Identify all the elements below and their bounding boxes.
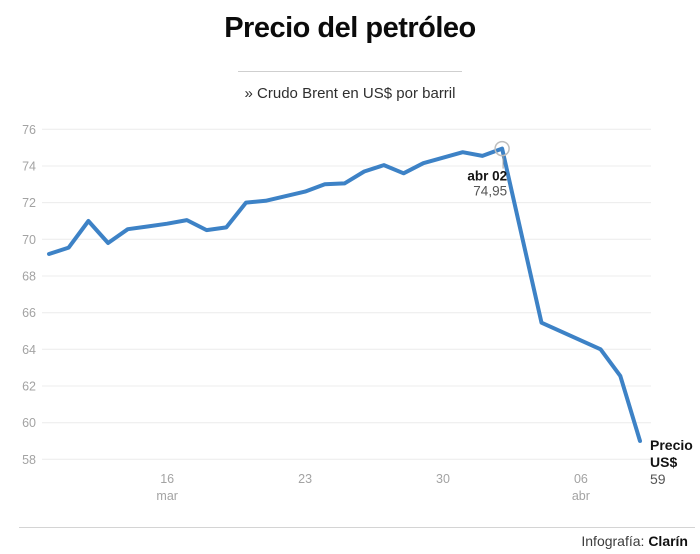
y-axis-tick-label: 74 (22, 160, 36, 174)
end-value-label: 59 (650, 471, 666, 487)
price-line (47, 146, 642, 443)
peak-date-label: abr 02 (467, 169, 507, 184)
y-axis-tick-label: 76 (22, 123, 36, 137)
x-axis-tick-label: 30 (436, 472, 450, 486)
x-axis-tick-label: 23 (298, 472, 312, 486)
credit-label: Infografía: (581, 533, 649, 549)
title-divider (238, 71, 462, 72)
x-axis-tick-month: abr (572, 489, 590, 503)
end-label-line2: US$ (650, 454, 677, 470)
y-axis-tick-label: 60 (22, 416, 36, 430)
x-axis-tick-label: 16 (160, 472, 174, 486)
end-label-line1: Precio (650, 437, 693, 453)
x-axis-tick-month: mar (156, 489, 178, 503)
footer-divider (19, 527, 695, 528)
credit-name: Clarín (648, 533, 688, 549)
y-axis-tick-label: 62 (22, 380, 36, 394)
credit-line: Infografía: Clarín (0, 533, 688, 549)
y-axis-tick-label: 68 (22, 270, 36, 284)
y-axis-tick-label: 66 (22, 306, 36, 320)
y-axis-tick-label: 64 (22, 343, 36, 357)
y-axis-tick-label: 72 (22, 196, 36, 210)
chart-subtitle: » Crudo Brent en US$ por barril (244, 85, 456, 102)
y-axis-tick-label: 70 (22, 233, 36, 247)
peak-marker-icon (494, 140, 510, 157)
y-axis-tick-label: 58 (22, 453, 36, 467)
peak-value-label: 74,95 (473, 184, 507, 199)
page-title: Precio del petróleo (224, 12, 476, 44)
x-axis-tick-label: 06 (574, 472, 588, 486)
